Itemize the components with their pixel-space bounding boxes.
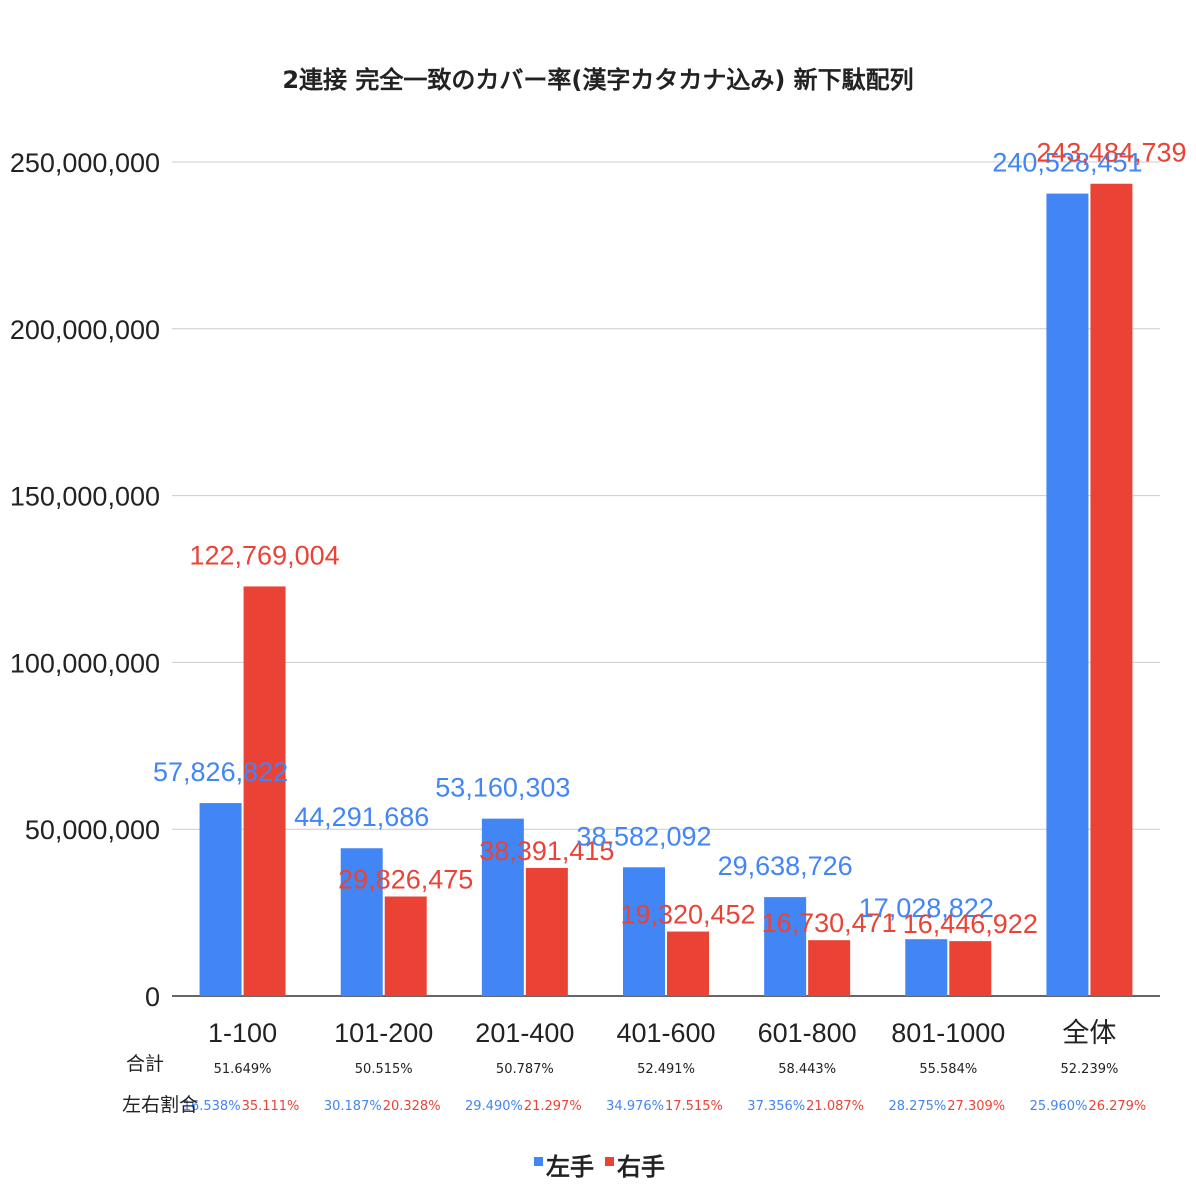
data-label-left: 53,160,303 xyxy=(435,773,570,803)
y-tick-label: 100,000,000 xyxy=(10,648,160,678)
annotation-rows: 51.649% 16.538% 35.111% 50.515% 30.187% 20.32… xyxy=(122,1053,1146,1116)
x-tick-label: 201-400 xyxy=(475,1018,574,1048)
x-tick-label: 801-1000 xyxy=(891,1018,1005,1048)
chart-title: 2連接 完全一致のカバー率(漢字カタカナ込み) 新下駄配列 xyxy=(282,66,913,94)
grid-lines xyxy=(172,161,1160,997)
y-axis: 0 50,000,000 100,000,000 150,000,000 200,000… xyxy=(10,148,160,1012)
y-tick-label: 50,000,000 xyxy=(25,815,160,845)
right-ratio: 21.087% xyxy=(806,1099,864,1114)
left-ratio: 25.960% xyxy=(1030,1099,1088,1114)
ratio-row-label: 左右割合 xyxy=(122,1094,198,1116)
x-tick-label: 1-100 xyxy=(208,1018,277,1048)
legend-swatch xyxy=(605,1157,614,1166)
x-tick-label: 401-600 xyxy=(616,1018,715,1048)
data-label-left: 44,291,686 xyxy=(294,802,429,832)
left-ratio: 28.275% xyxy=(888,1099,946,1114)
left-ratio: 16.538% xyxy=(183,1099,241,1114)
bar-right-hand xyxy=(949,941,992,996)
right-ratio: 35.111% xyxy=(242,1099,300,1114)
bar-right-hand xyxy=(384,896,427,996)
data-label-right: 38,391,415 xyxy=(479,836,614,866)
bar-right-hand xyxy=(1090,183,1133,996)
x-tick-label: 全体 xyxy=(1062,1018,1116,1048)
left-ratio: 37.356% xyxy=(747,1099,805,1114)
x-tick-label: 101-200 xyxy=(334,1018,433,1048)
bar-right-hand xyxy=(808,940,851,996)
bar-right-hand xyxy=(525,867,568,996)
x-axis: 1-100 101-200 201-400 401-600 601-800 801-100… xyxy=(208,1018,1116,1048)
data-label-left: 57,826,822 xyxy=(153,757,288,787)
data-label-left: 29,638,726 xyxy=(718,851,853,881)
bar-left-hand xyxy=(199,803,242,996)
left-ratio: 29.490% xyxy=(465,1099,523,1114)
y-tick-label: 200,000,000 xyxy=(10,315,160,345)
data-label-right: 122,769,004 xyxy=(189,540,339,570)
data-label-left: 17,028,822 xyxy=(859,893,994,923)
data-label-right: 19,320,452 xyxy=(620,900,755,930)
bar-left-hand xyxy=(1046,193,1089,996)
total-ratio: 52.239% xyxy=(1061,1062,1119,1077)
legend: 左手 右手 xyxy=(534,1153,665,1181)
bar-left-hand xyxy=(340,848,383,996)
right-ratio: 17.515% xyxy=(665,1099,723,1114)
legend-label: 右手 xyxy=(617,1153,665,1181)
value-labels: 57,826,822 122,769,004 44,291,686 29,826,47… xyxy=(153,138,1187,939)
legend-label: 左手 xyxy=(546,1153,594,1181)
bar-left-hand xyxy=(764,897,807,996)
x-tick-label: 601-800 xyxy=(758,1018,857,1048)
bar-left-hand xyxy=(481,818,524,996)
right-ratio: 26.279% xyxy=(1088,1099,1146,1114)
data-label-right: 29,826,475 xyxy=(338,864,473,894)
bar-right-hand xyxy=(243,586,286,996)
bar-left-hand xyxy=(905,939,948,996)
data-label-right: 16,730,471 xyxy=(762,908,897,938)
left-ratio: 30.187% xyxy=(324,1099,382,1114)
right-ratio: 27.309% xyxy=(947,1099,1005,1114)
total-ratio: 51.649% xyxy=(214,1062,272,1077)
total-ratio: 50.787% xyxy=(496,1062,554,1077)
bar-left-hand xyxy=(623,867,665,996)
data-label-right: 243,484,739 xyxy=(1036,138,1186,168)
right-ratio: 21.297% xyxy=(524,1099,582,1114)
total-ratio: 55.584% xyxy=(919,1062,977,1077)
total-ratio: 52.491% xyxy=(637,1062,695,1077)
right-ratio: 20.328% xyxy=(383,1099,441,1114)
y-tick-label: 0 xyxy=(145,982,160,1012)
left-ratio: 34.976% xyxy=(606,1099,664,1114)
total-ratio: 50.515% xyxy=(355,1062,413,1077)
total-row-label: 合計 xyxy=(126,1053,164,1075)
data-label-left: 240,528,451 xyxy=(992,148,1142,178)
legend-swatch xyxy=(534,1157,543,1166)
bar-right-hand xyxy=(667,931,709,996)
data-label-left: 38,582,092 xyxy=(576,821,711,851)
total-ratio: 58.443% xyxy=(778,1062,836,1077)
y-tick-label: 150,000,000 xyxy=(10,482,160,512)
y-tick-label: 250,000,000 xyxy=(10,148,160,178)
bars xyxy=(199,183,1133,996)
data-label-right: 16,446,922 xyxy=(903,909,1038,939)
